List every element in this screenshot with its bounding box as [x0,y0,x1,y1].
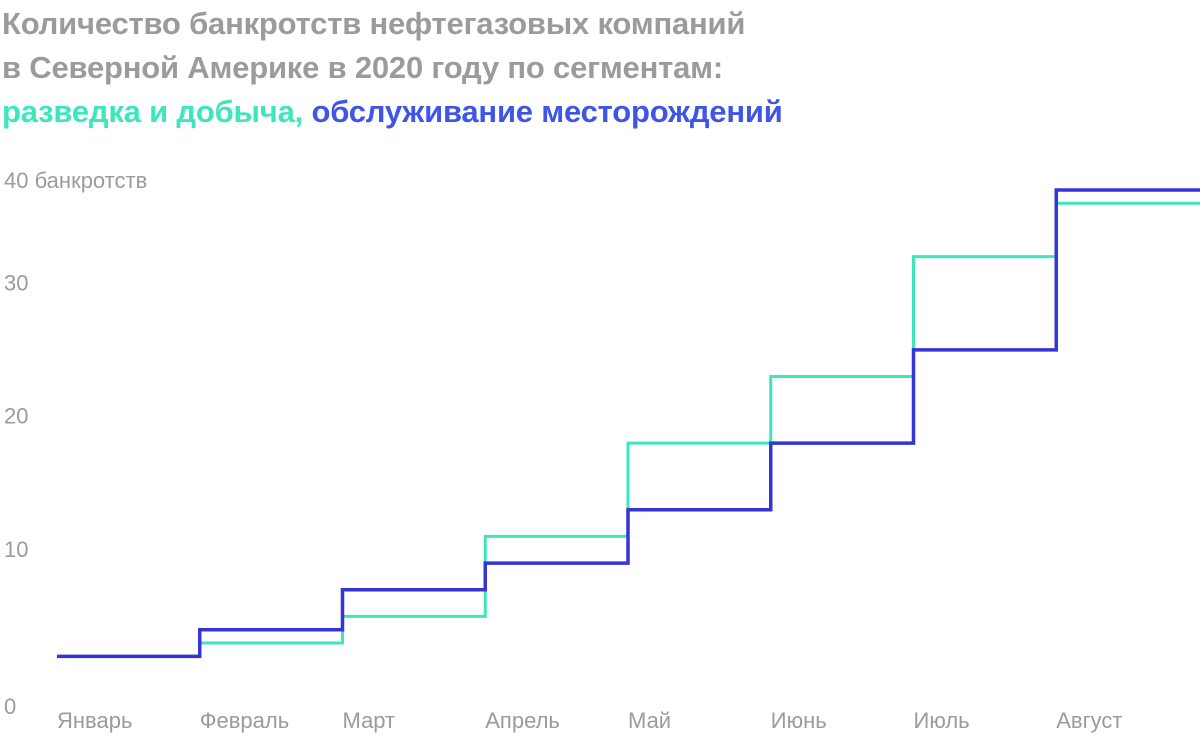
y-axis-top-label: 40 банкротств [4,168,147,193]
x-tick-label: Июнь [771,708,827,733]
x-tick-label: Май [628,708,671,733]
x-tick-label: Июль [914,708,970,733]
x-tick-label: Февраль [200,708,289,733]
legend-exploration: разведка и добыча, [2,94,304,129]
y-tick-label: 0 [4,694,16,719]
y-axis-labels: 0 10 20 30 40 банкротств [4,168,147,719]
x-tick-label: Апрель [485,708,560,733]
chart-title: Количество банкротств нефтегазовых компа… [2,2,783,134]
title-line-1: Количество банкротств нефтегазовых компа… [2,6,746,41]
x-axis-labels: Январь Февраль Март Апрель Май Июнь Июль Август [57,708,1122,733]
y-tick-label: 20 [4,404,28,429]
series-line-exploration [57,201,1200,658]
series-line-services [57,188,1200,659]
x-tick-label: Март [343,708,396,733]
x-tick-label: Январь [57,708,132,733]
series-layer [57,188,1200,659]
legend-services: обслуживание месторождений [311,94,783,129]
title-line-2: в Северной Америке в 2020 году по сегмен… [2,50,724,85]
x-tick-label: Август [1056,708,1122,733]
title-legend-line: разведка и добыча, обслуживание месторож… [2,90,783,134]
y-tick-label: 30 [4,270,28,295]
y-tick-label: 10 [4,537,28,562]
